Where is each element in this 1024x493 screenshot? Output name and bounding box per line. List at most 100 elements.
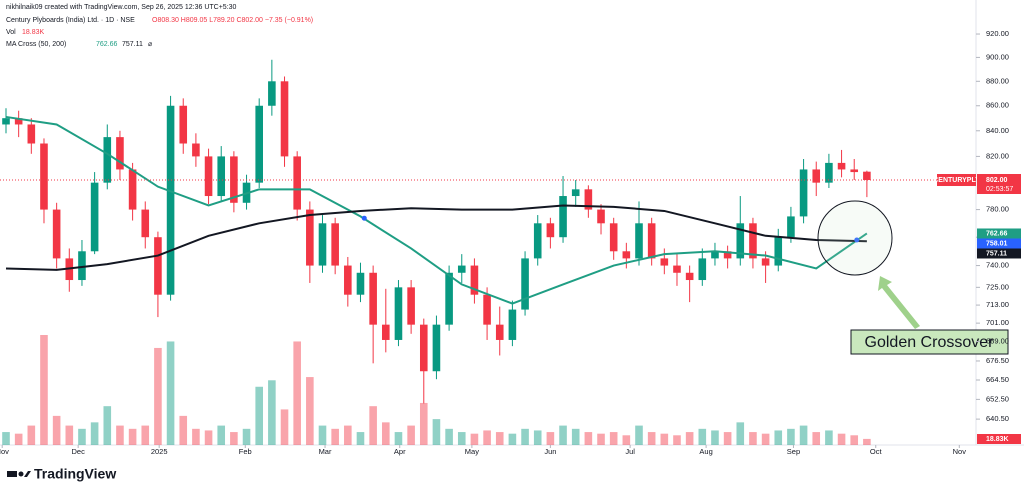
candle-body [571, 189, 580, 197]
logo-mark [7, 471, 17, 477]
volume-bar [736, 422, 745, 445]
y-tick-label: 920.00 [986, 29, 1009, 38]
volume-bar [356, 432, 365, 445]
candle-body [483, 294, 491, 325]
volume-bar [318, 425, 327, 445]
candle-body [217, 156, 226, 197]
volume-bar [483, 430, 491, 445]
volume-bar [470, 433, 479, 445]
y-tick-label: 840.00 [986, 126, 1009, 135]
candle-body [154, 237, 162, 295]
y-tick-label: 676.50 [986, 356, 1009, 365]
volume-label: 18.83K [986, 436, 1009, 443]
volume-bar [217, 425, 226, 445]
volume-bar [90, 422, 99, 445]
volume-bar [306, 377, 314, 445]
volume-bar [166, 341, 175, 445]
volume-bar [280, 409, 289, 445]
y-tick-label: 740.00 [986, 261, 1009, 270]
volume-bar [331, 428, 339, 445]
volume-legend-value: 18.83K [22, 29, 45, 36]
candle-body [521, 258, 529, 310]
annotation-circle [817, 200, 893, 276]
candle-body [723, 251, 732, 259]
volume-bar [850, 435, 859, 445]
volume-bar [192, 428, 200, 445]
candle-body [331, 223, 339, 266]
logo-mark [24, 471, 31, 477]
x-tick-label: Sep [787, 447, 800, 456]
volume-bar [774, 430, 783, 445]
candle-body [179, 105, 188, 144]
y-tick-label: 701.00 [986, 318, 1009, 327]
volume-bar [508, 433, 517, 445]
candle-body [268, 81, 276, 106]
candle-body [103, 137, 112, 183]
volume-bar [597, 433, 605, 445]
candle-body [495, 324, 504, 340]
volume-bar [2, 432, 10, 445]
volume-bar [407, 425, 415, 445]
candle-body [749, 223, 757, 259]
candle-body [280, 81, 289, 157]
candle-body [394, 287, 403, 340]
price-box [977, 174, 1021, 195]
volume-bar [622, 435, 631, 445]
y-tick-label: 664.50 [986, 375, 1009, 384]
candle-body [2, 118, 10, 125]
volume-bar [204, 430, 213, 445]
ma-legend-value: 762.66 [96, 41, 118, 48]
y-tick-label: 652.50 [986, 394, 1009, 403]
volume-bar [711, 430, 719, 445]
volume-bar [116, 425, 124, 445]
volume-bar [761, 433, 770, 445]
candle-body [470, 265, 479, 295]
candle-body [635, 223, 643, 259]
candle-body [432, 324, 441, 372]
candle-body [128, 169, 137, 210]
candle-body [533, 223, 542, 259]
volume-bar [65, 425, 74, 445]
volume-bar [571, 428, 580, 445]
volume-bar [394, 432, 403, 445]
candle-body [141, 209, 150, 238]
candle-body [673, 265, 681, 273]
x-tick-label: Dec [71, 447, 85, 456]
volume-bar [78, 428, 86, 445]
candle-body [369, 272, 377, 325]
volume-bar [27, 425, 36, 445]
volume-bar [369, 406, 377, 445]
brand: TradingView [34, 466, 116, 482]
candle-body [419, 324, 428, 372]
candle-body [787, 216, 795, 238]
candle-body [445, 272, 453, 325]
candle-body [293, 156, 301, 210]
candle-body [192, 143, 200, 157]
cross-marker [854, 237, 860, 243]
x-tick-label: Aug [699, 447, 712, 456]
ma-price-box [977, 228, 1021, 239]
x-tick-label: Nov [953, 447, 967, 456]
candle-body [14, 118, 23, 125]
ma-price-label: 757.11 [986, 250, 1007, 257]
volume-bar [647, 432, 656, 445]
x-tick-label: 2025 [151, 447, 168, 456]
candle-body [255, 105, 263, 183]
candle-body [774, 237, 783, 266]
x-tick-label: Jun [544, 447, 556, 456]
candle-body [508, 309, 517, 340]
logo: TradingView [7, 466, 116, 482]
y-tick-label: 820.00 [986, 151, 1009, 160]
y-tick-label: 689.00 [986, 336, 1009, 345]
volume-bar [255, 386, 263, 445]
candle-body [407, 287, 415, 325]
candle-body [622, 251, 631, 259]
volume-bar [685, 432, 694, 445]
candle-body [457, 265, 466, 273]
candle-body [78, 251, 86, 281]
ma-price-label: 758.01 [986, 240, 1008, 247]
candle-body [40, 143, 48, 210]
candle-body [660, 258, 669, 266]
candle-body [850, 169, 859, 173]
ma-line [5, 115, 868, 305]
